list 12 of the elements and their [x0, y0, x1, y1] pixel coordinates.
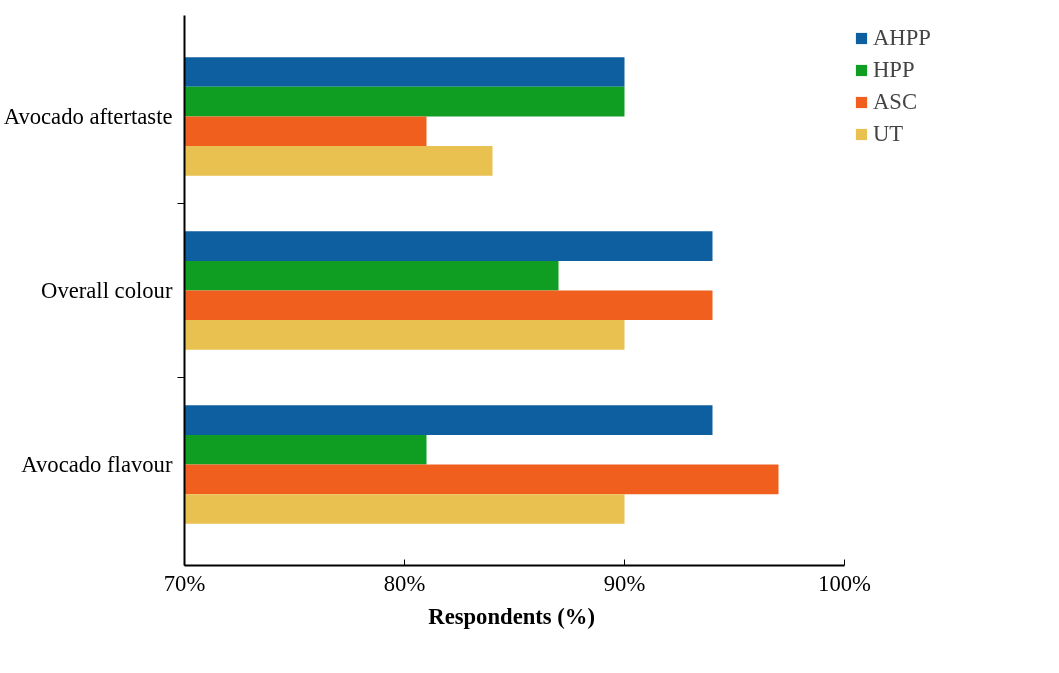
y-tick-label: Overall colour [41, 278, 173, 303]
x-tick-label: 100% [818, 570, 872, 596]
legend-label: AHPP [873, 25, 931, 51]
x-tick-label: 80% [383, 570, 426, 596]
legend-label: ASC [873, 89, 918, 115]
legend-label: HPP [873, 57, 915, 83]
y-tick-label: Avocado aftertaste [3, 103, 173, 129]
x-tick-label: 70% [163, 570, 206, 596]
y-tick-label: Avocado flavour [21, 452, 173, 478]
x-tick-label: 90% [603, 570, 646, 596]
x-axis-title: Respondents (%) [428, 603, 596, 629]
legend-label: UT [873, 121, 904, 147]
